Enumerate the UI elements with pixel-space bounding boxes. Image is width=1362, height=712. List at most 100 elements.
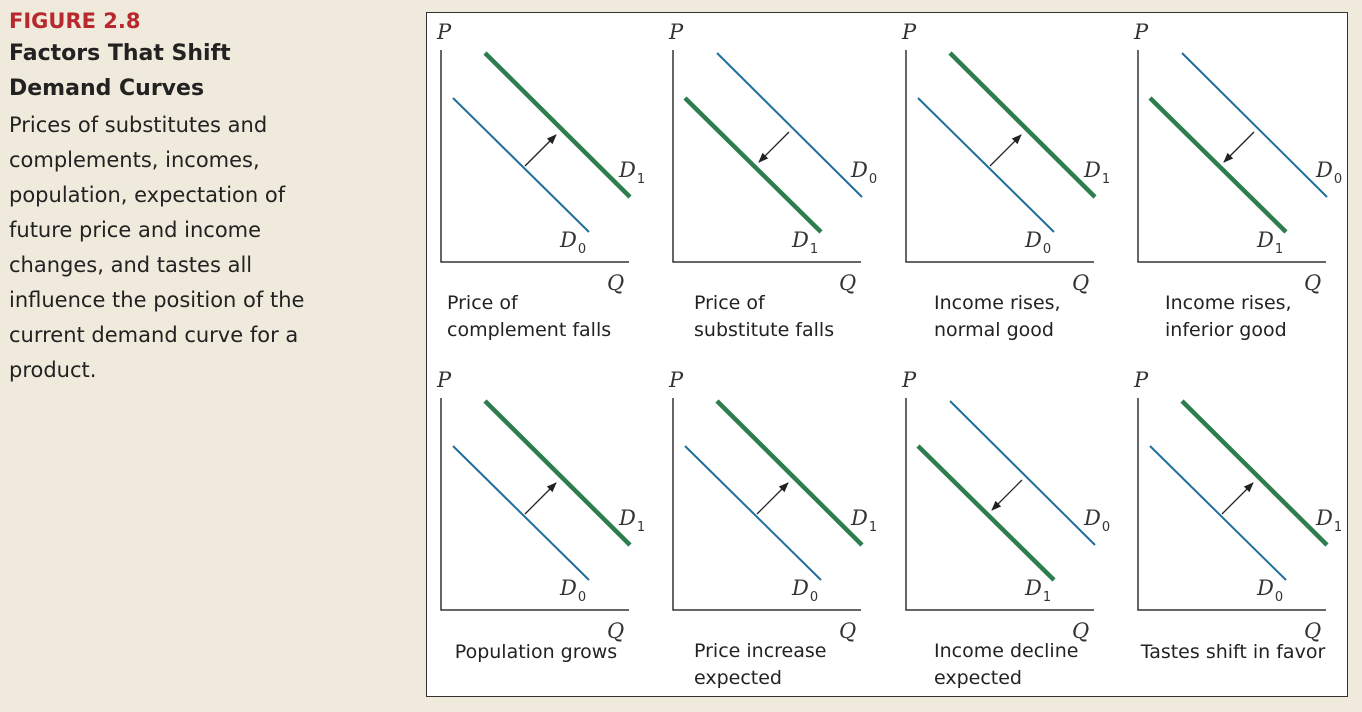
x-axis-label: Q [1304,619,1321,643]
panel-caption: Price increase [694,640,826,662]
new-demand-curve [683,96,823,234]
panel-caption: inferior good [1165,319,1287,341]
figure-title-line-1: Factors That Shift [9,41,231,66]
panel-3: P Q D1 D0 Income rises, normal good [901,20,1110,341]
initial-demand-curve [1149,445,1287,581]
initial-demand-curve [452,445,590,581]
new-curve-label: D1 [1083,158,1110,187]
new-curve-label: D1 [1024,576,1051,605]
initial-curve-label: D0 [1315,158,1342,187]
panel-caption: Tastes shift in favor [1140,641,1326,663]
description-line: changes, and tastes all [9,253,253,277]
new-curve-label: D1 [791,228,818,257]
axes [1137,50,1326,263]
y-axis-label: P [668,20,684,44]
panel-caption: Income rises, [934,292,1061,314]
new-demand-curve [483,399,632,547]
figure-caption: FIGURE 2.8 Factors That Shift Demand Cur… [9,6,409,388]
shift-arrow [524,482,557,515]
initial-demand-curve [716,52,863,198]
panel-1: P Q D1 D0 Price of complement falls [436,20,645,341]
axes [905,398,1094,611]
axes [672,50,861,263]
description-line: complements, incomes, [9,148,260,172]
y-axis-label: P [1133,368,1149,392]
y-axis-label: P [1133,20,1149,44]
axes [440,398,629,611]
figure-description: Prices of substitutes and complements, i… [9,108,409,388]
x-axis-label: Q [839,619,856,643]
new-demand-curve [916,444,1056,582]
y-axis-label: P [668,368,684,392]
x-axis-label: Q [1072,619,1089,643]
initial-curve-label: D0 [559,228,586,257]
new-demand-curve [1148,96,1288,234]
panel-caption: complement falls [447,319,611,341]
description-line: influence the position of the [9,288,305,312]
description-line: Prices of substitutes and [9,113,268,137]
new-curve-label: D1 [618,158,645,187]
initial-demand-curve [1181,52,1328,198]
axes [1137,398,1326,611]
initial-curve-label: D0 [1083,506,1110,535]
panel-caption: Price of [447,292,519,314]
description-line: population, expectation of [9,183,286,207]
panel-caption: substitute falls [694,319,834,341]
axes [905,50,1094,263]
panels-frame [426,12,1348,697]
description-line: current demand curve for a [9,323,299,347]
panel-2: P Q D0 D1 Price of substitute falls [668,20,877,341]
shift-arrow [989,134,1022,167]
new-curve-label: D1 [1256,228,1283,257]
initial-demand-curve [684,445,822,581]
x-axis-label: Q [1072,271,1089,295]
shift-arrow [1221,482,1254,515]
initial-demand-curve [452,97,590,233]
panel-caption: expected [694,667,782,689]
x-axis-label: Q [839,271,856,295]
new-curve-label: D1 [618,506,645,535]
figure-title-line-2: Demand Curves [9,76,205,101]
x-axis-label: Q [607,619,624,643]
initial-curve-label: D0 [791,576,818,605]
shift-arrow [524,134,557,167]
shift-arrow [1223,131,1255,163]
panel-caption: Population grows [455,641,617,663]
y-axis-label: P [901,368,917,392]
new-demand-curve [948,51,1097,199]
panel-4: P Q D0 D1 Income rises, inferior good [1133,20,1342,341]
panel-caption: Price of [694,292,766,314]
panel-8: P Q D1 D0 Tastes shift in favor [1133,368,1342,663]
initial-curve-label: D0 [559,576,586,605]
y-axis-label: P [901,20,917,44]
panel-7: P Q D0 D1 Income decline expected [901,368,1110,689]
shift-arrow [756,482,789,515]
panel-caption: Income decline [934,640,1078,662]
initial-demand-curve [949,400,1096,546]
new-demand-curve [483,51,632,199]
y-axis-label: P [436,20,452,44]
panel-caption: normal good [934,319,1054,341]
panel-caption: expected [934,667,1022,689]
new-demand-curve [1180,399,1329,547]
y-axis-label: P [436,368,452,392]
panel-6: P Q D1 D0 Price increase expected [668,368,877,689]
new-curve-label: D1 [1315,506,1342,535]
description-line: product. [9,358,97,382]
panel-5: P Q D1 D0 Population grows [436,368,645,663]
x-axis-label: Q [1304,271,1321,295]
initial-curve-label: D0 [1256,576,1283,605]
new-curve-label: D1 [850,506,877,535]
shift-arrow [758,131,790,163]
x-axis-label: Q [607,271,624,295]
axes [440,50,629,263]
shift-arrow [991,479,1023,511]
axes [672,398,861,611]
description-line: future price and income [9,218,262,242]
figure-number: FIGURE 2.8 [9,9,141,33]
new-demand-curve [715,399,864,547]
initial-curve-label: D0 [1024,228,1051,257]
panel-caption: Income rises, [1165,292,1292,314]
initial-demand-curve [917,97,1055,233]
